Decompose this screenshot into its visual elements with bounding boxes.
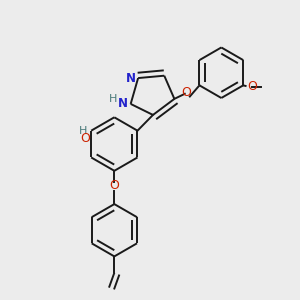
Text: O: O (247, 80, 257, 93)
Text: N: N (126, 72, 136, 85)
Text: H: H (109, 94, 117, 104)
Text: O: O (181, 86, 191, 99)
Text: O: O (110, 179, 119, 192)
Text: O: O (80, 132, 90, 145)
Text: H: H (79, 126, 88, 136)
Text: N: N (118, 98, 128, 110)
